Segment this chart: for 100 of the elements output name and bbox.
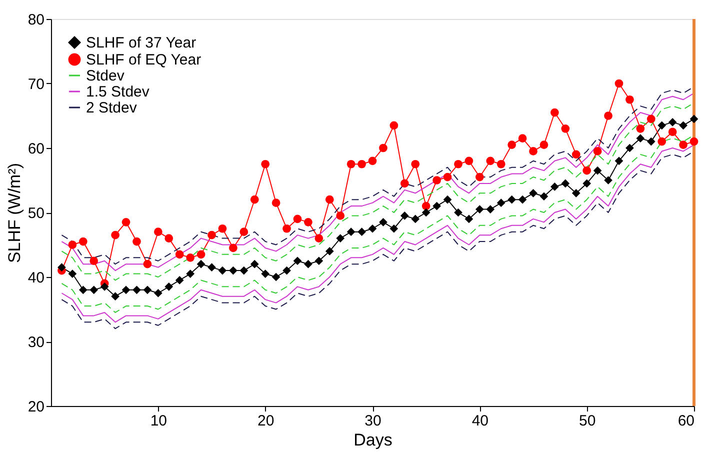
point: [282, 266, 291, 275]
point: [304, 260, 312, 268]
point: [508, 140, 516, 149]
point: [208, 230, 216, 240]
point: [646, 114, 656, 124]
point: [282, 224, 291, 233]
point: [325, 247, 334, 256]
point: [261, 160, 270, 168]
point: [540, 140, 548, 149]
point: [218, 224, 227, 233]
point: [143, 286, 152, 294]
point: [658, 137, 666, 146]
legend-label: SLHF of 37 Year: [86, 34, 196, 52]
point: [422, 202, 430, 210]
x-tick-label: 20: [257, 412, 274, 430]
point: [475, 172, 484, 182]
y-tick-label: 40: [28, 270, 44, 286]
point: [325, 195, 334, 204]
y-axis-title: SLHF (W/m²): [4, 162, 24, 264]
point: [336, 212, 345, 220]
y-tick-label: 20: [28, 398, 44, 416]
point: [346, 228, 356, 236]
point: [122, 218, 130, 226]
point: [572, 188, 580, 198]
y-tick-label: 60: [28, 140, 44, 158]
point: [518, 195, 527, 204]
point: [679, 140, 688, 149]
point: [175, 250, 184, 259]
point: [196, 260, 206, 268]
point: [561, 124, 570, 133]
x-tick-label: 40: [472, 412, 489, 430]
point: [250, 260, 259, 268]
point: [186, 270, 194, 278]
point: [550, 182, 559, 191]
point: [175, 276, 184, 284]
point: [668, 118, 677, 126]
y-tick-label: 50: [28, 205, 44, 222]
point: [78, 237, 88, 246]
point: [529, 147, 538, 156]
point: [614, 156, 624, 166]
point: [518, 134, 527, 142]
point: [593, 166, 602, 175]
point: [582, 166, 592, 175]
point: [111, 230, 120, 240]
legend-label: SLHF of EQ Year: [86, 52, 202, 68]
point: [218, 266, 227, 275]
point: [186, 253, 194, 262]
y-tick-label: 30: [28, 334, 44, 351]
point: [454, 208, 462, 217]
point: [540, 192, 548, 201]
point: [208, 263, 216, 272]
point: [604, 112, 612, 120]
point: [90, 286, 98, 294]
point: [508, 195, 516, 204]
point: [143, 260, 152, 268]
point: [496, 160, 506, 168]
point: [626, 144, 634, 152]
point: [496, 198, 506, 208]
point: [614, 79, 624, 88]
point: [390, 224, 398, 233]
point: [111, 292, 120, 301]
point: [636, 134, 645, 143]
point: [240, 266, 248, 275]
point: [475, 205, 484, 214]
point: [690, 114, 698, 124]
point: [486, 205, 495, 214]
point: [550, 108, 559, 117]
point: [346, 160, 356, 168]
legend-label: 1.5 Stdev: [86, 84, 150, 100]
point: [572, 150, 580, 159]
point: [626, 95, 634, 104]
point: [314, 256, 324, 266]
point: [250, 195, 259, 204]
point: [464, 214, 474, 224]
point: [272, 272, 280, 282]
point: [411, 214, 420, 224]
point: [593, 147, 602, 156]
point: [68, 240, 77, 249]
point: [400, 179, 409, 188]
point: [379, 144, 388, 152]
point: [164, 282, 174, 291]
point: [368, 156, 377, 166]
point: [68, 270, 77, 278]
point: [314, 234, 324, 242]
point: [58, 263, 66, 272]
point: [690, 137, 698, 146]
point: [658, 121, 666, 130]
point: [100, 282, 109, 291]
point: [422, 208, 430, 217]
point: [293, 256, 302, 266]
point: [240, 228, 248, 236]
point: [668, 128, 677, 136]
point: [464, 156, 474, 166]
point: [293, 214, 302, 224]
y-tick-label: 80: [28, 12, 44, 28]
point: [679, 121, 688, 130]
point: [368, 224, 377, 233]
point: [304, 218, 312, 226]
x-tick-label: 10: [150, 412, 168, 430]
point: [646, 137, 656, 146]
